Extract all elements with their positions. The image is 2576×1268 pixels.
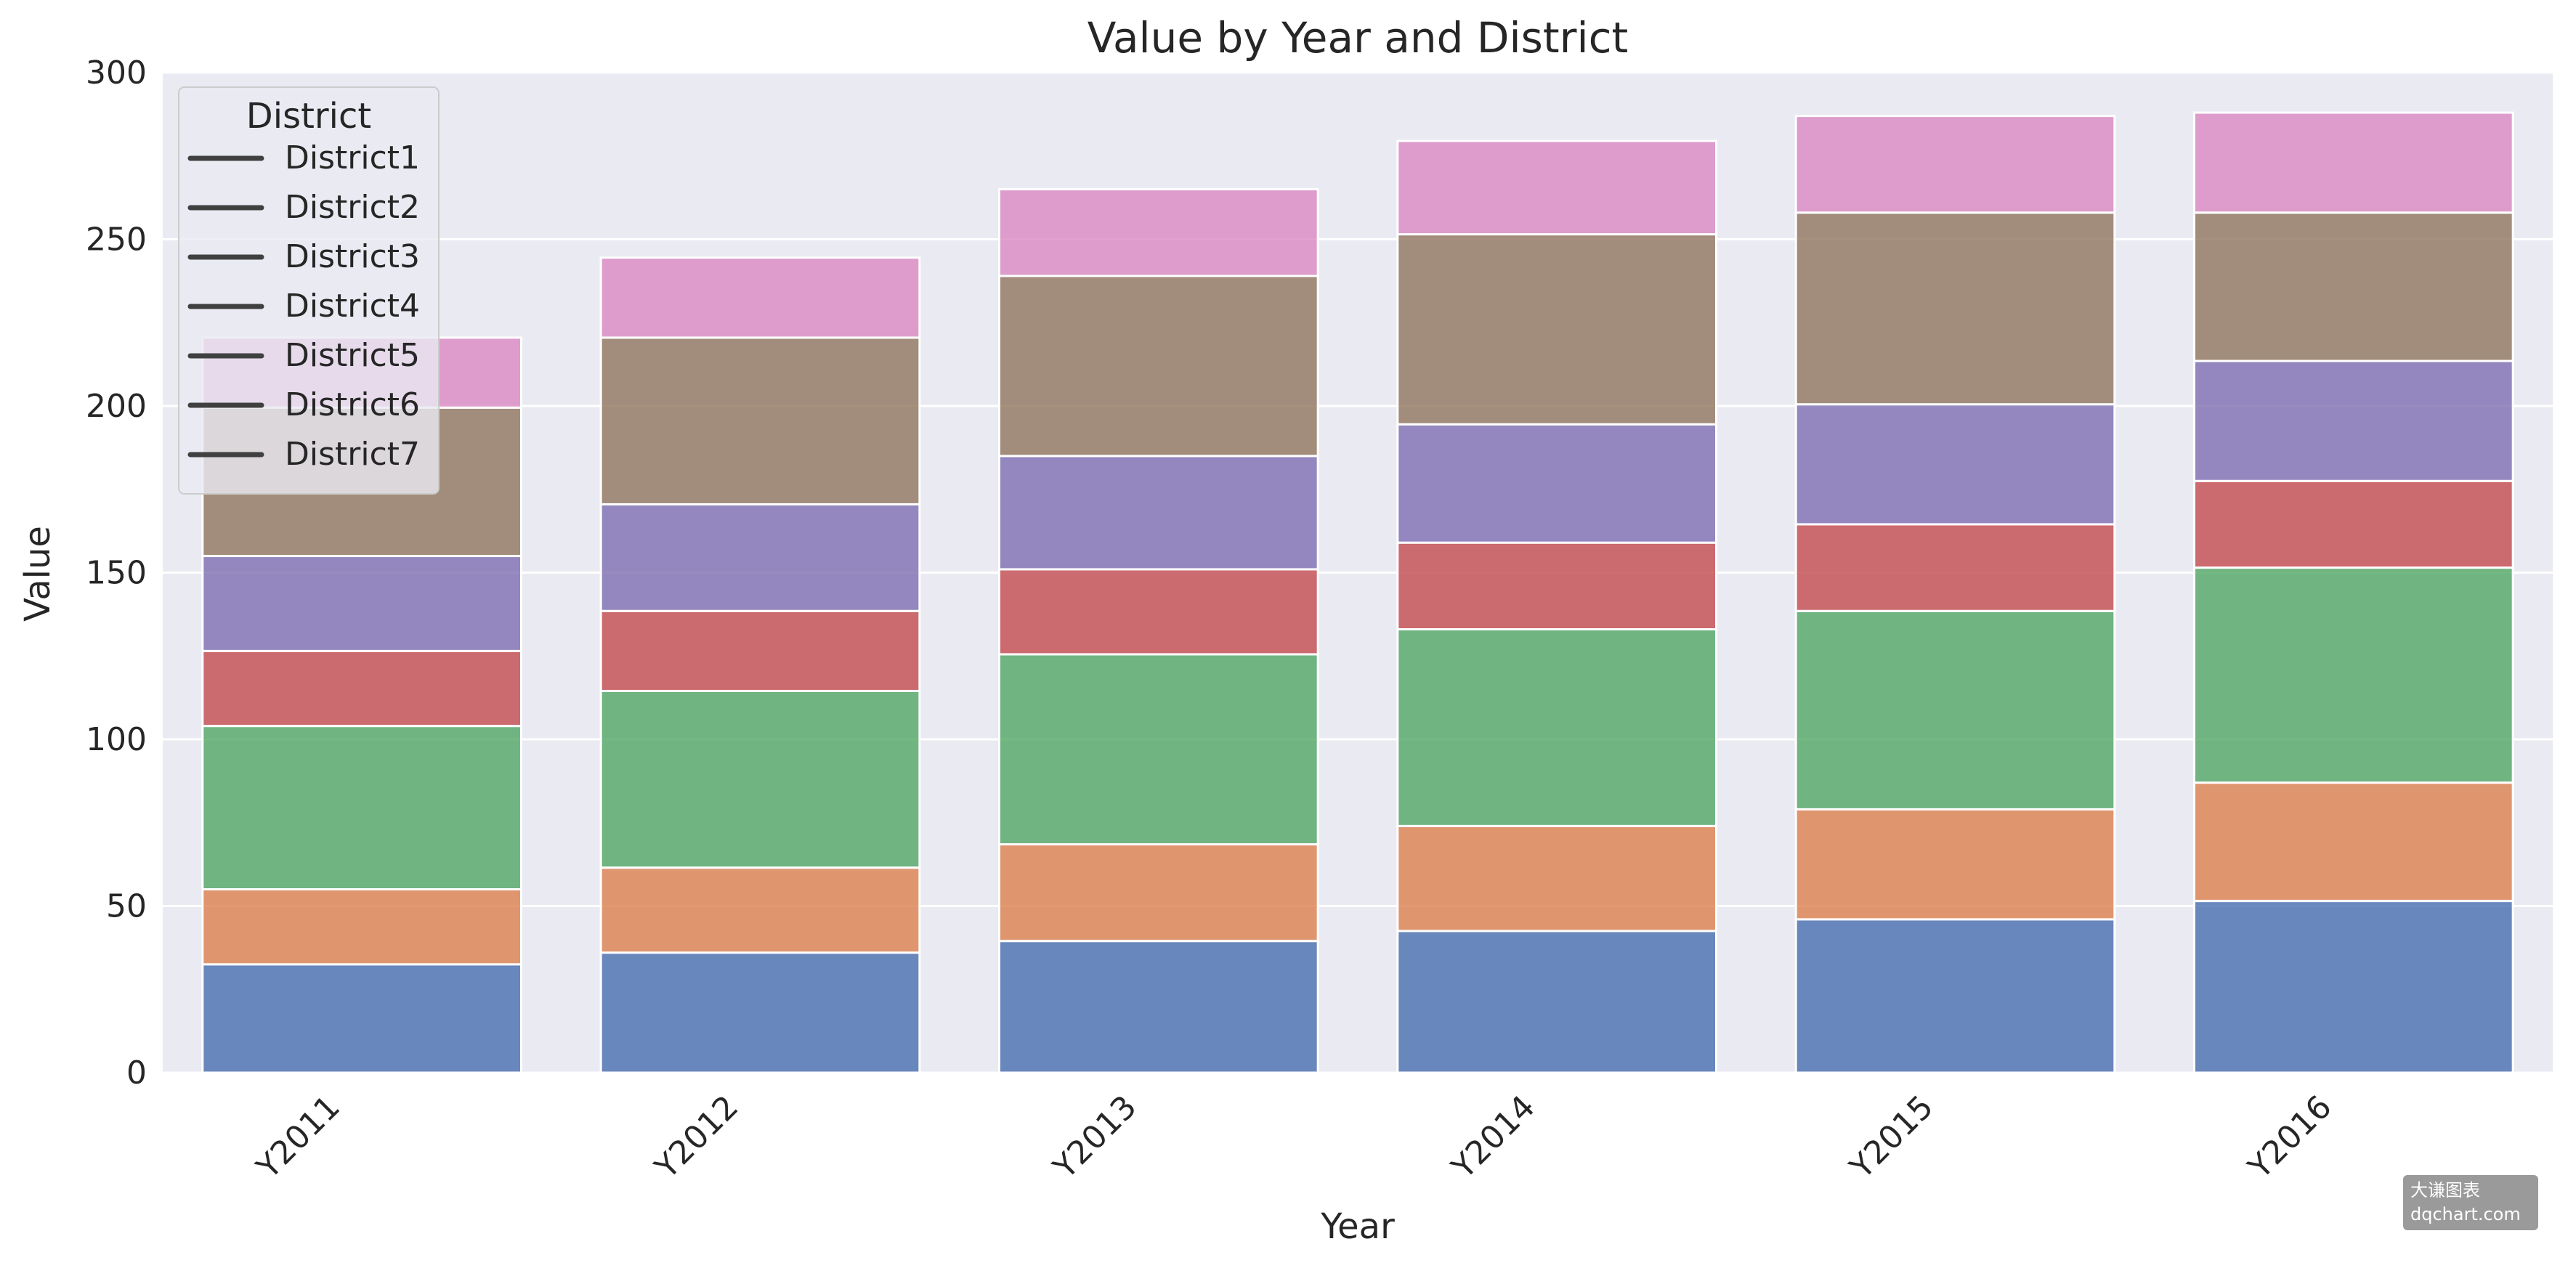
bar-y2015-district7 [1794,115,2116,214]
bar-y2015-district4 [1794,523,2116,612]
x-tick-label: Y2014 [1444,1089,1542,1187]
y-tick-label: 50 [106,888,147,925]
bar-y2014-district4 [1396,541,1718,631]
x-axis-title: Year [1320,1206,1395,1247]
bar-y2016-district4 [2193,479,2514,569]
legend-title: District [246,96,371,137]
bar-y2014-district6 [1396,233,1718,426]
bars [201,111,2514,1074]
x-tick-label: Y2015 [1842,1089,1940,1187]
bar-y2013-district4 [998,568,1319,656]
x-tick-label: Y2016 [2241,1089,2339,1187]
watermark-line2: dqchart.com [2410,1204,2521,1224]
bar-y2016-district7 [2193,111,2514,214]
legend-label: District3 [285,238,420,275]
bar-y2012-district4 [599,609,921,692]
bar-y2012-district5 [599,503,921,612]
bar-y2014-district7 [1396,139,1718,236]
y-tick-labels: 0 50 100 150 200 250 300 [86,54,147,1092]
bar-y2015-district5 [1794,403,2116,526]
legend-label: District7 [285,436,420,473]
legend: District District1District2District3Dist… [178,86,440,495]
x-tick-label: Y2011 [249,1089,347,1187]
bar-y2013-district5 [998,455,1319,571]
bar-y2013-district7 [998,188,1319,277]
x-tick-label: Y2012 [647,1089,745,1187]
bar-y2015-district6 [1794,211,2116,406]
legend-label: District1 [285,139,420,176]
bar-y2012-district1 [599,951,921,1074]
legend-box [178,86,440,495]
bar-y2015-district2 [1794,808,2116,921]
bar-y2011-district3 [201,725,522,891]
y-tick-label: 100 [86,721,147,758]
bar-y2016-district2 [2193,781,2514,903]
bar-y2011-district1 [201,963,522,1074]
bar-y2015-district3 [1794,609,2116,810]
gridlines [163,71,2553,1074]
bar-y2014-district2 [1396,824,1718,932]
bar-y2013-district6 [998,275,1319,458]
legend-items: District1 District2 District3 District4 Dist… [187,139,420,473]
watermark-line1: 大谦图表 [2410,1180,2480,1200]
y-tick-label: 300 [86,54,147,92]
bar-y2016-district3 [2193,566,2514,784]
bar-y2014-district1 [1396,930,1718,1074]
y-tick-label: 150 [86,555,147,592]
legend-label: District5 [285,337,420,374]
bar-y2015-district1 [1794,918,2116,1074]
bar-y2014-district3 [1396,628,1718,827]
bar-y2012-district7 [599,256,921,339]
bar-y2013-district3 [998,653,1319,846]
bar-y2012-district2 [599,866,921,954]
bar-y2013-district1 [998,940,1319,1074]
y-tick-label: 250 [86,222,147,259]
bar-y2011-district4 [201,649,522,728]
x-tick-labels: Y2011 Y2012 Y2013 Y2014 Y2015 Y2016 [249,1089,2339,1187]
legend-label: District2 [285,189,420,226]
bar-y2012-district6 [599,336,921,505]
y-tick-label: 0 [126,1054,147,1092]
bar-y2013-district2 [998,843,1319,943]
watermark: 大谦图表 dqchart.com [2403,1175,2538,1230]
bar-y2012-district3 [599,689,921,869]
y-tick-label: 200 [86,388,147,425]
watermark-box [2403,1175,2538,1230]
legend-label: District6 [285,386,420,423]
x-tick-label: Y2013 [1046,1089,1144,1187]
bar-y2016-district1 [2193,900,2514,1074]
legend-label: District4 [285,288,420,325]
bar-y2011-district5 [201,555,522,652]
chart-title: Value by Year and District [1087,13,1628,62]
bar-y2016-district5 [2193,359,2514,482]
bar-y2011-district2 [201,888,522,966]
bar-y2014-district5 [1396,423,1718,544]
y-axis-title: Value [17,526,58,622]
bar-y2016-district6 [2193,211,2514,362]
